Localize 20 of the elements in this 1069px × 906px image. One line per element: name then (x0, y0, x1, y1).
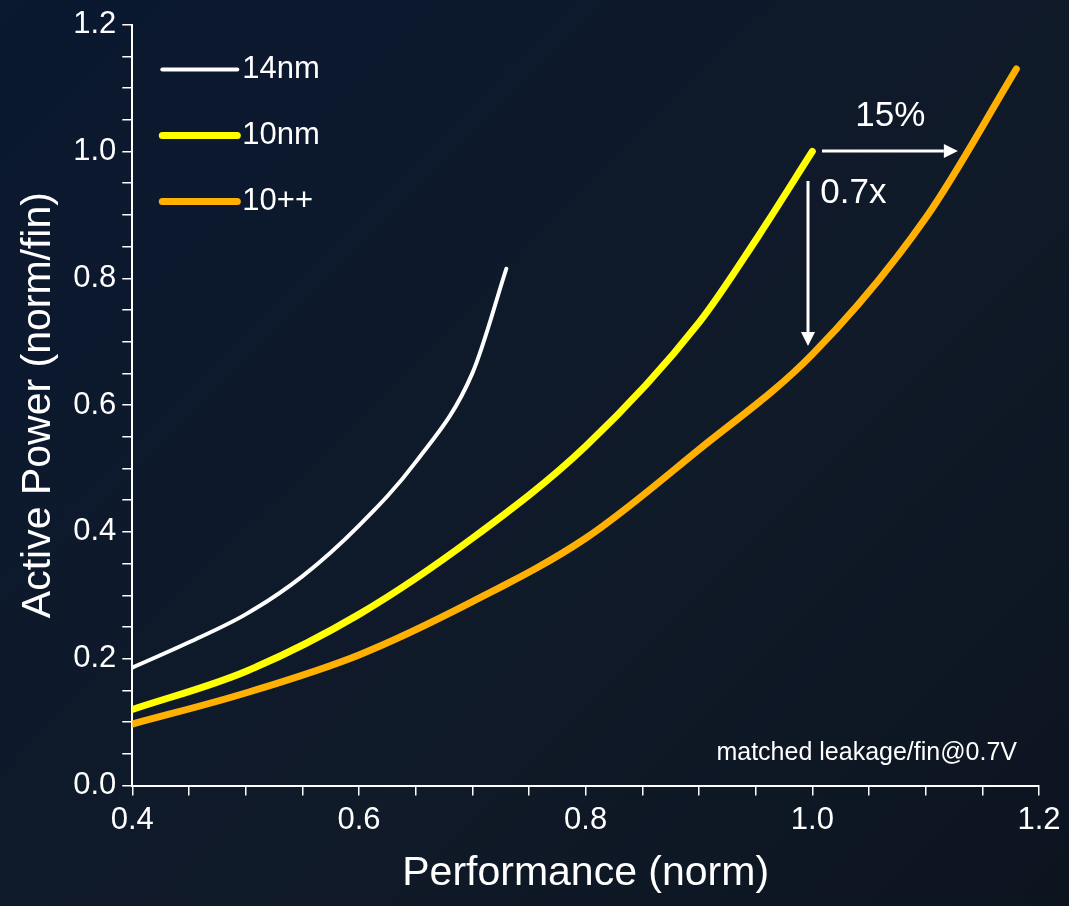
y-tick-label: 0.0 (73, 766, 117, 802)
y-tick-label: 0.6 (73, 385, 117, 421)
x-axis-title: Performance (norm) (402, 847, 770, 894)
annotation: 0.7x (820, 170, 887, 210)
x-tick-label: 0.6 (337, 800, 381, 836)
legend-label: 14nm (242, 50, 320, 86)
y-tick-label: 1.2 (73, 5, 117, 41)
annotation: 15% (855, 93, 926, 133)
x-tick-label: 1.0 (790, 800, 834, 836)
y-tick-label: 1.0 (73, 131, 117, 167)
x-tick-label: 1.2 (1017, 800, 1061, 836)
y-tick-label: 0.4 (73, 512, 117, 548)
x-tick-label: 0.8 (564, 800, 608, 836)
annotation: matched leakage/fin@0.7V (716, 736, 1018, 765)
y-axis-title: Active Power (norm/fin) (12, 192, 59, 619)
legend-label: 10++ (242, 182, 313, 218)
legend-label: 10nm (242, 116, 320, 152)
x-tick-label: 0.4 (110, 800, 154, 836)
y-tick-label: 0.8 (73, 258, 117, 294)
y-tick-label: 0.2 (73, 639, 117, 675)
